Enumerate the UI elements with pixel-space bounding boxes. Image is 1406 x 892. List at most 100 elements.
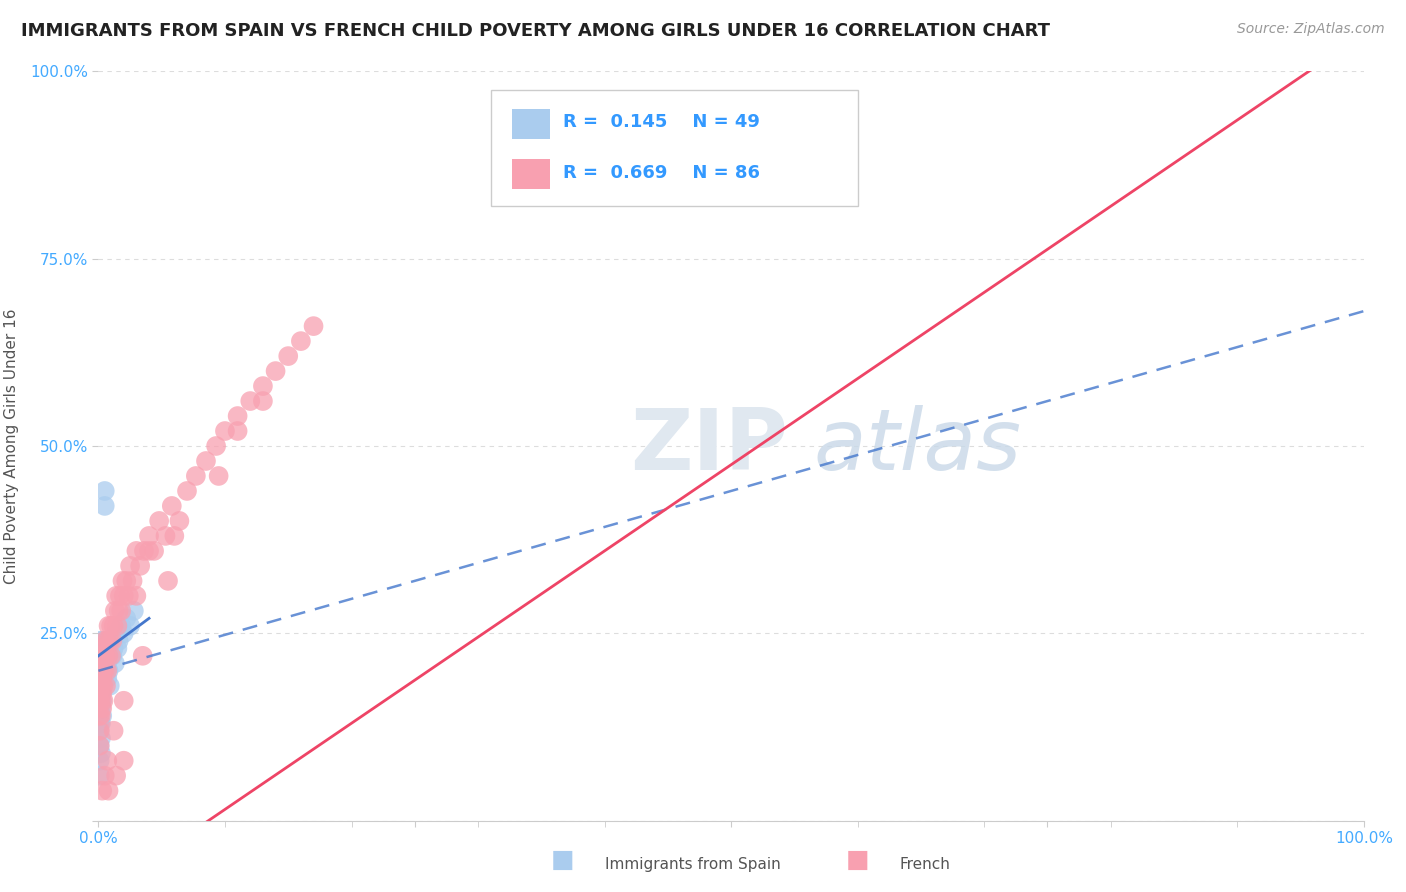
- Point: [132, 648, 155, 663]
- Point: [94, 664, 117, 678]
- Point: [184, 469, 207, 483]
- Point: [89, 694, 111, 708]
- Point: [138, 544, 160, 558]
- Point: [163, 529, 186, 543]
- Point: [143, 544, 166, 558]
- Point: [91, 633, 114, 648]
- Text: atlas: atlas: [813, 404, 1021, 488]
- Point: [89, 754, 111, 768]
- Point: [160, 499, 183, 513]
- Point: [112, 626, 135, 640]
- Point: [138, 529, 160, 543]
- Point: [90, 679, 112, 693]
- Point: [90, 641, 112, 656]
- Point: [205, 439, 228, 453]
- Point: [110, 619, 132, 633]
- Point: [91, 686, 114, 700]
- Point: [98, 679, 121, 693]
- Point: [93, 679, 115, 693]
- Point: [96, 657, 118, 671]
- Point: [97, 648, 120, 663]
- Point: [105, 769, 128, 783]
- Point: [264, 364, 287, 378]
- Point: [90, 686, 112, 700]
- Point: [120, 619, 141, 633]
- Point: [125, 544, 148, 558]
- Point: [93, 633, 117, 648]
- Point: [107, 604, 129, 618]
- Point: [94, 648, 117, 663]
- Point: [91, 783, 114, 797]
- Point: [89, 664, 111, 678]
- Text: ■: ■: [551, 848, 574, 872]
- Point: [91, 657, 114, 671]
- Point: [155, 529, 177, 543]
- Text: Source: ZipAtlas.com: Source: ZipAtlas.com: [1237, 22, 1385, 37]
- Text: ZIP: ZIP: [630, 404, 787, 488]
- Point: [194, 454, 218, 468]
- Point: [115, 611, 138, 625]
- Point: [91, 664, 114, 678]
- Point: [94, 641, 117, 656]
- Point: [93, 648, 117, 663]
- Point: [89, 716, 111, 731]
- Point: [90, 746, 112, 760]
- Point: [91, 648, 114, 663]
- Point: [115, 574, 138, 588]
- Text: Immigrants from Spain: Immigrants from Spain: [605, 857, 780, 872]
- Point: [100, 633, 122, 648]
- Text: IMMIGRANTS FROM SPAIN VS FRENCH CHILD POVERTY AMONG GIRLS UNDER 16 CORRELATION C: IMMIGRANTS FROM SPAIN VS FRENCH CHILD PO…: [21, 22, 1050, 40]
- Point: [89, 708, 111, 723]
- Point: [148, 514, 170, 528]
- Point: [89, 769, 111, 783]
- Point: [103, 641, 125, 656]
- Text: R =  0.145    N = 49: R = 0.145 N = 49: [562, 113, 759, 131]
- Point: [89, 694, 111, 708]
- Point: [93, 671, 115, 685]
- Point: [107, 633, 129, 648]
- Point: [104, 657, 127, 671]
- Bar: [512, 109, 550, 139]
- Text: R =  0.669    N = 86: R = 0.669 N = 86: [562, 163, 759, 181]
- Point: [89, 633, 111, 648]
- FancyBboxPatch shape: [491, 90, 858, 206]
- Bar: [512, 159, 550, 189]
- Point: [90, 648, 112, 663]
- Point: [176, 483, 198, 498]
- Point: [252, 394, 274, 409]
- Point: [121, 574, 143, 588]
- Text: French: French: [900, 857, 950, 872]
- Point: [110, 604, 132, 618]
- Point: [101, 648, 124, 663]
- Point: [107, 641, 129, 656]
- Point: [90, 664, 112, 678]
- Point: [89, 664, 111, 678]
- Point: [91, 641, 114, 656]
- Point: [169, 514, 191, 528]
- Point: [98, 633, 121, 648]
- Point: [103, 619, 125, 633]
- Point: [91, 694, 114, 708]
- Point: [226, 409, 249, 423]
- Point: [91, 679, 114, 693]
- Point: [97, 619, 120, 633]
- Point: [90, 694, 112, 708]
- Point: [96, 633, 118, 648]
- Point: [112, 754, 135, 768]
- Point: [105, 626, 128, 640]
- Point: [97, 783, 120, 797]
- Point: [93, 499, 117, 513]
- Point: [132, 544, 155, 558]
- Point: [89, 723, 111, 738]
- Point: [90, 731, 112, 746]
- Point: [90, 708, 112, 723]
- Point: [89, 679, 111, 693]
- Point: [277, 349, 299, 363]
- Point: [96, 754, 118, 768]
- Point: [302, 319, 325, 334]
- Point: [90, 657, 112, 671]
- Point: [125, 589, 148, 603]
- Point: [100, 619, 122, 633]
- Point: [93, 483, 117, 498]
- Point: [93, 641, 115, 656]
